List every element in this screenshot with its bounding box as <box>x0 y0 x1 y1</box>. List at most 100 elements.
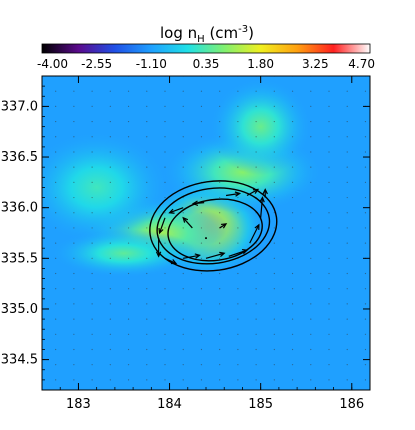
grid-dot <box>364 288 367 290</box>
grid-dot <box>164 90 166 92</box>
grid-dot <box>73 288 75 290</box>
grid-dot <box>182 333 184 335</box>
grid-dot <box>127 120 130 123</box>
grid-dot <box>55 348 57 351</box>
grid-dot <box>255 90 257 92</box>
polarization-vectors <box>155 188 268 265</box>
grid-dot <box>255 303 257 305</box>
grid-dot <box>291 105 294 107</box>
grid-dot <box>310 166 312 168</box>
grid-dot <box>237 333 239 335</box>
grid-dot <box>91 136 93 138</box>
grid-dot <box>219 151 221 153</box>
grid-dot <box>55 90 57 92</box>
colorbar-tick-label: -4.00 <box>37 57 68 71</box>
grid-dot <box>146 272 148 275</box>
grid-dot <box>91 318 93 320</box>
grid-dot <box>164 288 166 290</box>
grid-dot <box>200 288 203 290</box>
grid-dot <box>346 166 348 168</box>
grid-dot <box>91 181 93 183</box>
grid-dot <box>55 318 57 320</box>
grid-dot <box>164 348 166 351</box>
grid-dot <box>164 136 166 138</box>
grid-dot <box>200 212 203 214</box>
grid-dot <box>146 318 148 320</box>
density-blob <box>42 130 170 245</box>
grid-dot <box>346 212 348 214</box>
grid-dot <box>127 136 130 138</box>
grid-dot <box>364 90 367 92</box>
plot-area <box>42 76 370 390</box>
grid-dot <box>255 364 257 366</box>
grid-dot <box>237 136 239 138</box>
grid-dot <box>73 272 75 275</box>
grid-dot <box>91 212 93 214</box>
grid-dot <box>146 166 148 168</box>
grid-dot <box>200 303 203 305</box>
grid-dot <box>73 136 75 138</box>
grid-dot <box>255 379 257 381</box>
grid-dot <box>328 212 330 214</box>
grid-dot <box>146 227 148 229</box>
y-tick-label: 336.5 <box>1 150 38 165</box>
grid-dot <box>219 348 221 351</box>
grid-dot <box>310 151 312 153</box>
grid-dot <box>255 120 257 123</box>
grid-dot <box>273 151 275 153</box>
density-contour <box>156 187 271 265</box>
grid-dot <box>55 120 57 123</box>
grid-dot <box>182 90 184 92</box>
grid-dot <box>200 333 203 335</box>
grid-dot <box>273 166 275 168</box>
grid-dot <box>328 288 330 290</box>
grid-dot <box>164 105 166 107</box>
vector-arrow <box>219 223 228 229</box>
grid-dot <box>291 181 294 183</box>
grid-dot <box>255 181 257 183</box>
grid-dot <box>364 151 367 153</box>
grid-dot <box>273 364 275 366</box>
grid-dot <box>346 90 348 92</box>
grid-dot <box>127 272 130 275</box>
grid-dot <box>310 333 312 335</box>
grid-dot <box>182 105 184 107</box>
grid-dot <box>255 318 257 320</box>
grid-dot <box>164 379 166 381</box>
grid-dot <box>328 181 330 183</box>
grid-dot <box>255 272 257 275</box>
grid-dot <box>109 348 111 351</box>
grid-dot <box>55 151 57 153</box>
grid-dot <box>109 120 111 123</box>
grid-dot <box>291 288 294 290</box>
colorbar <box>41 43 371 54</box>
grid-dot <box>182 364 184 366</box>
grid-dot <box>164 212 166 214</box>
grid-dot <box>237 196 239 199</box>
grid-dot <box>255 151 257 153</box>
grid-dot <box>200 379 203 381</box>
grid-dot <box>310 348 312 351</box>
grid-dot <box>91 364 93 366</box>
grid-dot <box>55 242 57 244</box>
grid-dot <box>219 196 221 199</box>
grid-dot <box>346 333 348 335</box>
grid-dot <box>182 181 184 183</box>
vector-arrow <box>183 253 201 259</box>
grid-dot <box>364 348 367 351</box>
grid-dot <box>255 166 257 168</box>
grid-dot <box>200 196 203 199</box>
vector-arrow <box>205 237 207 240</box>
grid-dot <box>200 136 203 138</box>
grid-dot <box>237 120 239 123</box>
grid-dot <box>273 227 275 229</box>
grid-dot <box>109 90 111 92</box>
grid-dot <box>219 333 221 335</box>
grid-dot <box>273 242 275 244</box>
grid-dot <box>164 227 166 229</box>
grid-dot <box>55 257 57 259</box>
grid-dot <box>346 181 348 183</box>
grid-dot <box>237 364 239 366</box>
grid-dot <box>328 151 330 153</box>
grid-dot <box>127 242 130 244</box>
